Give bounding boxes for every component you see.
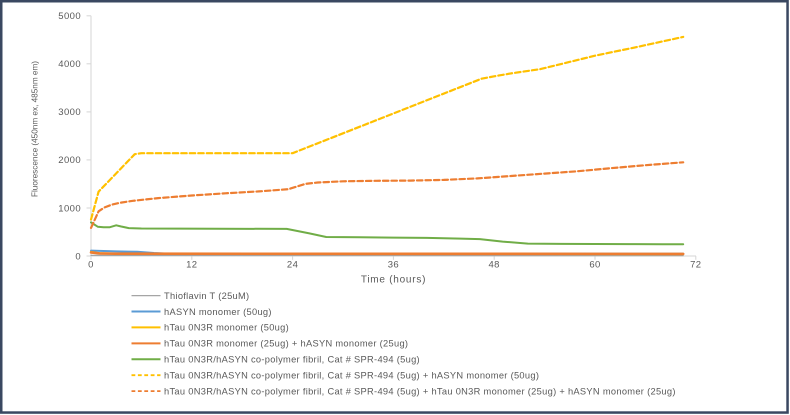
svg-text:72: 72 [690,260,701,271]
svg-text:Fluorescence (450nm ex, 485nm: Fluorescence (450nm ex, 485nm em) [31,61,40,197]
svg-text:60: 60 [589,260,600,271]
svg-text:48: 48 [489,260,500,271]
svg-text:2000: 2000 [58,155,81,166]
svg-text:hTau 0N3R monomer (50ug): hTau 0N3R monomer (50ug) [164,323,289,333]
svg-text:1000: 1000 [58,203,81,214]
svg-text:hTau 0N3R/hASYN co-polymer fib: hTau 0N3R/hASYN co-polymer fibril, Cat #… [164,386,676,396]
svg-text:3000: 3000 [58,107,81,118]
svg-text:hASYN monomer (50ug): hASYN monomer (50ug) [164,307,272,317]
svg-text:hTau 0N3R/hASYN co-polymer fib: hTau 0N3R/hASYN co-polymer fibril, Cat #… [164,371,539,381]
svg-text:0: 0 [75,251,81,262]
svg-text:5000: 5000 [58,11,81,22]
svg-text:hTau 0N3R/hASYN co-polymer fib: hTau 0N3R/hASYN co-polymer fibril, Cat #… [164,355,420,365]
svg-text:36: 36 [388,260,399,271]
svg-text:0: 0 [88,260,94,271]
svg-text:4000: 4000 [58,59,81,70]
svg-text:hTau 0N3R monomer (25ug) + hAS: hTau 0N3R monomer (25ug) + hASYN monomer… [164,339,408,349]
svg-text:24: 24 [287,260,298,271]
svg-text:Thioflavin T (25uM): Thioflavin T (25uM) [164,291,249,301]
svg-text:Time (hours): Time (hours) [361,275,426,286]
svg-text:12: 12 [186,260,197,271]
